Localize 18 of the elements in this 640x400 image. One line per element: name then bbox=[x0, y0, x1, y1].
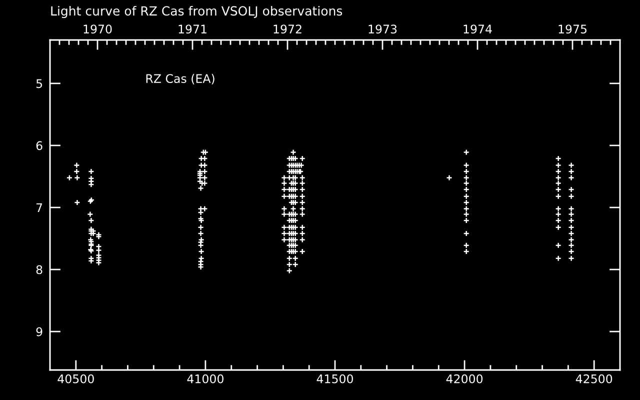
x-tick-label: 42000 bbox=[446, 374, 483, 384]
x2-tick-label: 1972 bbox=[274, 24, 302, 34]
y-tick-label: 8 bbox=[36, 265, 42, 274]
y-tick-label: 6 bbox=[36, 141, 42, 150]
x2-tick-label: 1970 bbox=[84, 24, 112, 34]
x-tick-label: 40500 bbox=[58, 374, 94, 384]
x2-tick-label: 1971 bbox=[178, 24, 206, 34]
y-tick-label: 5 bbox=[36, 79, 42, 88]
y-tick-label: 7 bbox=[36, 203, 42, 212]
chart-title: Light curve of RZ Cas from VSOLJ observations bbox=[51, 6, 342, 18]
annotation: RZ Cas (EA) bbox=[146, 74, 214, 84]
x2-tick-label: 1973 bbox=[368, 24, 397, 34]
x2-tick-label: 1975 bbox=[558, 24, 586, 34]
x2-tick-label: 1974 bbox=[464, 24, 492, 34]
x-tick-label: 42500 bbox=[576, 374, 612, 384]
x-tick-label: 41500 bbox=[316, 374, 353, 384]
x-tick-label: 41000 bbox=[187, 374, 224, 384]
y-tick-label: 9 bbox=[36, 327, 42, 336]
